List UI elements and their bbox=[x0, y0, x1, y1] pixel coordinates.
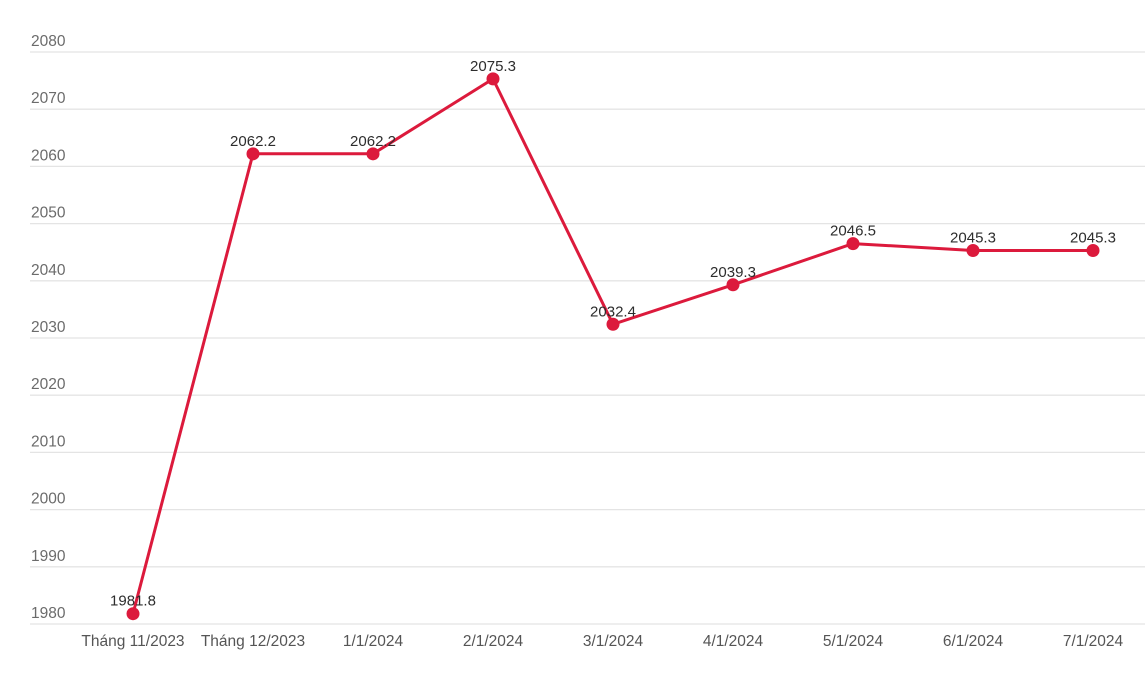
data-point-label: 2032.4 bbox=[590, 303, 636, 320]
x-tick-label: 5/1/2024 bbox=[823, 633, 884, 650]
data-point[interactable] bbox=[126, 607, 140, 621]
data-point[interactable] bbox=[846, 237, 860, 251]
data-point[interactable] bbox=[486, 72, 500, 86]
y-tick-label: 2080 bbox=[31, 33, 66, 50]
data-point-label: 2046.5 bbox=[830, 223, 876, 240]
data-point[interactable] bbox=[1086, 243, 1100, 257]
y-tick-label: 2010 bbox=[31, 433, 66, 450]
data-point-label: 2045.3 bbox=[1070, 229, 1116, 246]
y-tick-label: 2050 bbox=[31, 205, 66, 222]
x-tick-label: 4/1/2024 bbox=[703, 633, 764, 650]
y-tick-label: 1990 bbox=[31, 548, 66, 565]
x-tick-label: 1/1/2024 bbox=[343, 633, 404, 650]
data-point-label: 2062.2 bbox=[350, 133, 396, 150]
data-point-label: 2075.3 bbox=[470, 58, 516, 75]
data-point-label: 2062.2 bbox=[230, 133, 276, 150]
y-tick-label: 2070 bbox=[31, 90, 66, 107]
data-point[interactable] bbox=[726, 278, 740, 292]
x-tick-label: Tháng 12/2023 bbox=[201, 633, 305, 650]
data-point[interactable] bbox=[246, 147, 260, 161]
data-point-label: 2039.3 bbox=[710, 264, 756, 281]
x-tick-label: 6/1/2024 bbox=[943, 633, 1004, 650]
y-tick-label: 2040 bbox=[31, 262, 66, 279]
y-tick-label: 2060 bbox=[31, 147, 66, 164]
x-tick-label: 7/1/2024 bbox=[1063, 633, 1124, 650]
data-point[interactable] bbox=[966, 243, 980, 257]
data-point-label: 2045.3 bbox=[950, 229, 996, 246]
y-tick-label: 2000 bbox=[31, 491, 66, 508]
data-point-label: 1981.8 bbox=[110, 593, 156, 610]
data-point[interactable] bbox=[366, 147, 380, 161]
data-point[interactable] bbox=[606, 317, 620, 331]
x-tick-label: 2/1/2024 bbox=[463, 633, 524, 650]
x-tick-label: Tháng 11/2023 bbox=[81, 633, 184, 650]
y-tick-label: 2030 bbox=[31, 319, 66, 336]
y-tick-label: 2020 bbox=[31, 376, 66, 393]
y-tick-label: 1980 bbox=[31, 605, 66, 622]
x-tick-label: 3/1/2024 bbox=[583, 633, 644, 650]
